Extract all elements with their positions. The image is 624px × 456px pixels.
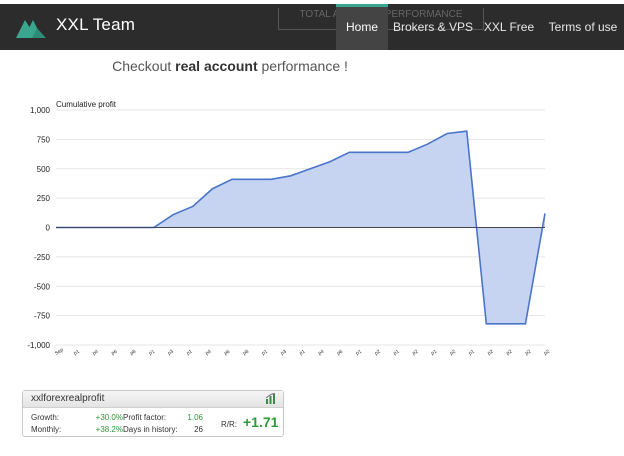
rr-label: R/R: [221, 420, 237, 429]
x-tick-label: p1 [73, 349, 81, 357]
x-tick-label: p1 [148, 349, 156, 357]
days-value: 26 [194, 425, 203, 434]
myfxbook-widget[interactable]: xxlforexrealprofit Growth: +30.0% Monthl… [22, 390, 284, 437]
x-tick-label: p6 [336, 349, 344, 357]
x-tick-label: p2 [449, 349, 457, 357]
x-tick-label: p6 [223, 349, 231, 357]
x-tick-label: p6 [110, 349, 118, 357]
x-tick-label: p3 [280, 349, 288, 357]
x-tick-label: p4 [317, 349, 325, 357]
x-tick-label: p1 [468, 349, 476, 357]
profit-factor-label: Profit factor: [123, 413, 167, 422]
y-tick-label: -750 [34, 312, 51, 321]
growth-label: Growth: [31, 413, 60, 422]
x-tick-label: p3 [167, 349, 175, 357]
x-tick-label: p2 [487, 349, 495, 357]
growth-value: +30.0% [95, 413, 123, 422]
days-label: Days in history: [123, 425, 178, 434]
y-tick-label: -250 [34, 253, 51, 262]
headline-suffix: performance ! [257, 58, 348, 74]
chart-title: Cumulative profit [56, 100, 117, 109]
xxl-logo-icon[interactable] [16, 16, 46, 38]
widget-header: xxlforexrealprofit [23, 391, 283, 408]
x-tick-label: p2 [411, 349, 419, 357]
widget-account-name[interactable]: xxlforexrealprofit [31, 393, 105, 404]
nav-brokers-vps[interactable]: Brokers & VPS [392, 20, 474, 34]
x-tick-label: p1 [355, 349, 363, 357]
monthly-label: Monthly: [31, 425, 62, 434]
rr-value: +1.71 [243, 414, 279, 430]
cumulative-profit-chart: Cumulative profit 1,000 750 500 250 0 -250 -50… [27, 100, 551, 357]
y-tick-label: 500 [37, 165, 51, 174]
headline: Checkout real account performance ! [0, 58, 460, 74]
x-tick-label: p8 [242, 349, 250, 357]
x-tick-label: p2 [524, 349, 532, 357]
x-tick-label: p1 [430, 349, 438, 357]
x-tick-label: p1 [299, 349, 307, 357]
nav-xxl-free[interactable]: XXL Free [483, 20, 535, 34]
top-strip [0, 0, 624, 4]
profit-factor-value: 1.06 [187, 413, 203, 422]
headline-prefix: Checkout [112, 58, 176, 74]
x-tick-label: p8 [129, 349, 137, 357]
x-tick-label: p4 [92, 349, 100, 357]
y-tick-label: -1,000 [27, 341, 50, 350]
y-tick-label: 0 [46, 224, 51, 233]
myfxbook-icon [265, 393, 276, 404]
navbar: XXL Team TOTAL ACCOUNT PERFORMANCE Home … [0, 4, 624, 50]
nav-terms-of-use[interactable]: Terms of use [548, 20, 618, 34]
y-tick-label: 250 [37, 194, 51, 203]
x-tick-label: p1 [186, 349, 194, 357]
y-tick-label: 1,000 [30, 106, 51, 115]
x-tick-label: p2 [543, 349, 551, 357]
x-tick-label: p1 [261, 349, 269, 357]
x-tick-label: p2 [505, 349, 513, 357]
y-tick-label: 750 [37, 135, 51, 144]
y-tick-label: -500 [34, 282, 51, 291]
brand-name[interactable]: XXL Team [56, 15, 136, 34]
x-tick-label: Sep [54, 347, 65, 357]
monthly-value: +38.2% [95, 425, 123, 434]
headline-bold: real account [175, 58, 258, 74]
nav-home[interactable]: Home [336, 4, 388, 50]
x-tick-label: p1 [393, 349, 401, 357]
x-tick-label: p4 [204, 349, 212, 357]
x-tick-label: p2 [374, 349, 382, 357]
